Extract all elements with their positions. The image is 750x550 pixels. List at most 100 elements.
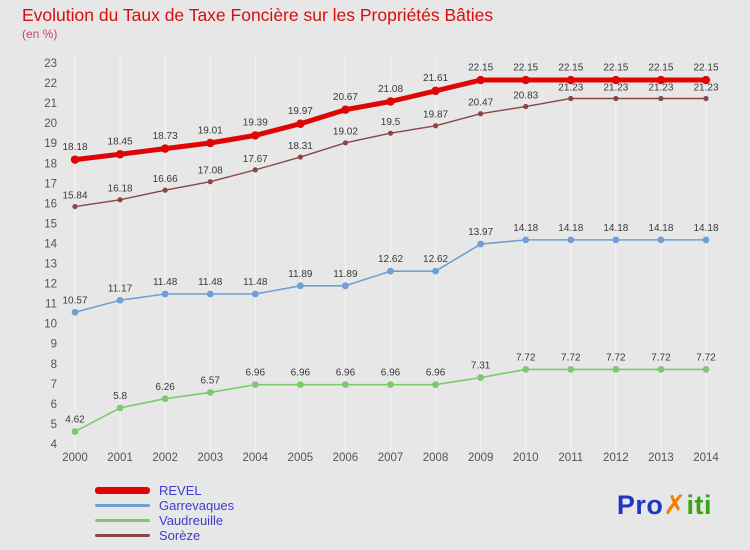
y-tick-label: 4 [51, 439, 58, 451]
data-point [115, 150, 125, 159]
y-axis: 4 5 6 7 8 9 10 11 12 13 14 15 16 17 18 19 20 21 22 23 [44, 58, 57, 451]
data-point [71, 308, 79, 316]
data-point-label: 15.84 [62, 190, 87, 201]
data-point-label: 6.96 [426, 368, 446, 379]
data-point-label: 12.62 [378, 254, 403, 265]
data-point-label: 7.72 [696, 353, 716, 364]
x-tick-label: 2011 [558, 452, 583, 464]
data-point-label: 14.18 [693, 223, 718, 234]
data-point-label: 22.15 [513, 62, 538, 73]
data-point-label: 22.15 [693, 62, 718, 73]
legend-label: Vaudreuille [159, 512, 224, 528]
data-point [342, 282, 349, 290]
data-point [251, 290, 259, 298]
data-point [477, 374, 485, 382]
data-point-label: 11.48 [243, 277, 268, 288]
chart-subtitle: (en %) [22, 27, 58, 41]
data-point-label: 20.67 [333, 92, 358, 103]
legend-item-Garrevaques: Garrevaques [95, 498, 234, 513]
data-point [702, 236, 710, 244]
data-point [701, 75, 711, 85]
data-point-label: 7.72 [516, 353, 536, 364]
data-point [341, 105, 350, 114]
logo-part: ✗ [663, 490, 687, 520]
data-point [296, 282, 304, 290]
x-tick-label: 2012 [603, 452, 629, 464]
legend-swatch [95, 519, 150, 522]
data-point-label: 19.97 [288, 106, 313, 117]
series-Garrevaques: 10.57 11.17 11.48 11.48 11.48 11.89 11.89 12.62… [62, 223, 719, 316]
data-point [342, 381, 349, 389]
data-point-label: 11.48 [198, 277, 223, 288]
data-point-label: 17.67 [243, 154, 268, 165]
data-point [116, 404, 124, 412]
data-point [207, 179, 213, 185]
data-point-label: 14.18 [558, 223, 583, 234]
legend-label: REVEL [159, 482, 202, 498]
logo-part: iti [686, 490, 712, 520]
data-point [656, 75, 666, 85]
data-point-label: 7.72 [561, 353, 581, 364]
data-point [160, 144, 170, 153]
proxiti-logo: Pro✗iti [617, 490, 712, 521]
data-point [567, 366, 575, 373]
x-tick-label: 2013 [648, 452, 674, 464]
data-point [432, 267, 439, 275]
data-point [162, 187, 168, 193]
data-point [71, 428, 79, 435]
data-point [251, 131, 260, 140]
legend-swatch [95, 534, 150, 537]
data-point-label: 18.31 [288, 141, 313, 152]
x-tick-label: 2002 [152, 452, 178, 464]
data-point-label: 6.96 [291, 368, 311, 379]
data-point [477, 240, 485, 248]
data-point [116, 296, 124, 304]
data-point-label: 20.83 [513, 90, 538, 101]
data-point-label: 21.23 [558, 82, 583, 93]
data-point [117, 197, 123, 203]
data-point-label: 6.26 [155, 382, 175, 393]
x-tick-label: 2001 [107, 452, 133, 464]
data-point-label: 7.72 [651, 353, 671, 364]
data-point [431, 86, 440, 96]
y-tick-label: 21 [44, 98, 57, 110]
y-tick-label: 9 [51, 339, 57, 351]
y-tick-label: 11 [45, 299, 57, 311]
data-point-label: 21.61 [423, 73, 448, 84]
y-tick-label: 8 [51, 359, 57, 371]
x-tick-label: 2007 [378, 452, 404, 464]
y-tick-label: 13 [44, 259, 57, 271]
x-tick-label: 2003 [197, 452, 223, 464]
x-tick-label: 2010 [513, 452, 539, 464]
legend-item-REVEL: REVEL [95, 483, 234, 498]
data-point-label: 21.23 [603, 82, 628, 93]
data-point [522, 236, 530, 244]
data-point [297, 154, 303, 160]
y-tick-label: 23 [44, 58, 57, 70]
y-tick-label: 14 [44, 238, 57, 250]
data-point [476, 75, 485, 85]
data-point [522, 366, 530, 373]
y-tick-label: 12 [44, 279, 57, 291]
data-point [206, 138, 215, 148]
data-point [387, 130, 394, 136]
series-Sorèze: 15.84 16.18 16.66 17.08 17.67 18.31 19.02 19.5 1… [62, 82, 719, 210]
data-point [432, 381, 439, 389]
series-REVEL: 18.18 18.45 18.73 19.01 19.39 19.97 20.67 21.08… [62, 62, 719, 164]
data-point [612, 236, 620, 244]
data-point-label: 14.18 [513, 223, 538, 234]
data-point-label: 19.5 [381, 117, 401, 128]
data-point-label: 21.08 [378, 84, 403, 95]
data-point [566, 75, 575, 85]
chart-title: Evolution du Taux de Taxe Foncière sur l… [22, 5, 494, 25]
data-point [658, 95, 664, 102]
y-tick-label: 22 [44, 78, 57, 90]
data-point-label: 18.18 [62, 142, 87, 153]
data-point-label: 13.97 [468, 227, 493, 238]
x-tick-label: 2008 [423, 452, 449, 464]
x-tick-label: 2006 [333, 452, 359, 464]
data-point [611, 75, 621, 85]
data-point-label: 5.8 [113, 391, 127, 402]
